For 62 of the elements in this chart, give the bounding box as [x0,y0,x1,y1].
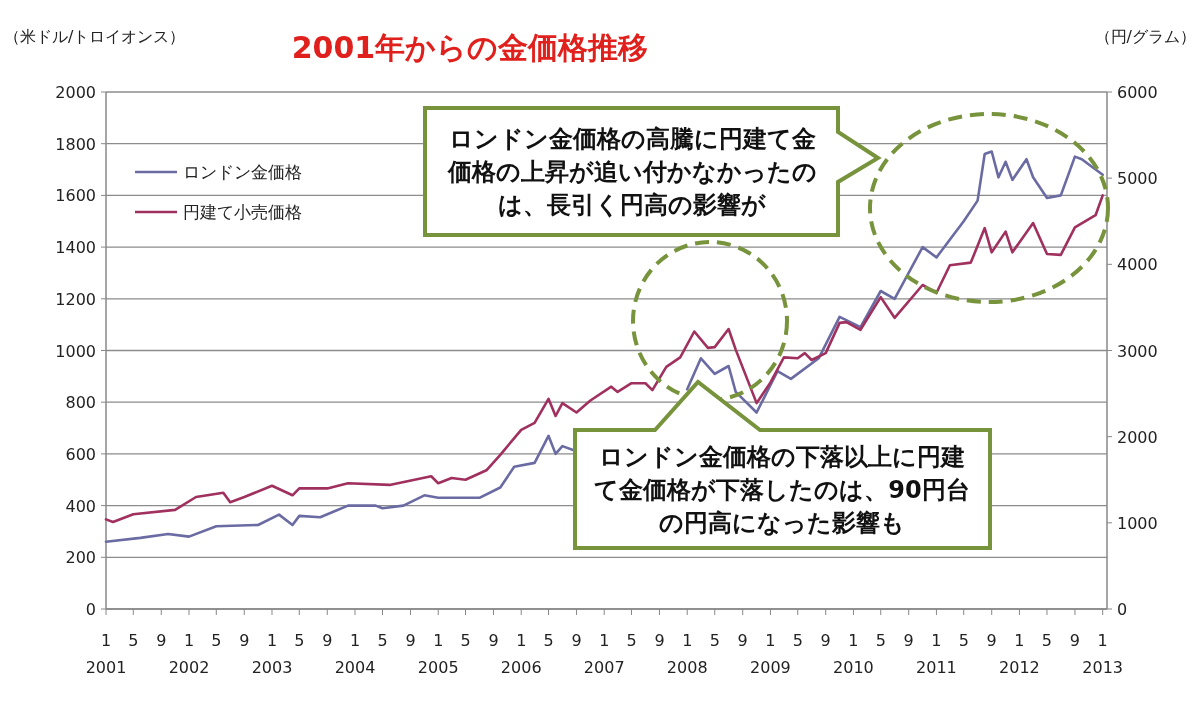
y2-tick-label: 6000 [1117,83,1158,102]
y-tick-label: 2000 [55,83,96,102]
x-tick-label: 5 [958,631,969,650]
y-tick-label: 0 [85,600,96,619]
x-tick-label: 5 [543,631,554,650]
x-tick-label: 9 [239,631,250,650]
y-axis-title: （米ドル/トロイオンス） [4,27,186,46]
y-tick-label: 1600 [55,186,96,206]
x-tick-label: 9 [156,631,167,650]
x-tick-label: 9 [571,631,582,650]
x-tick-label: 5 [626,631,637,650]
x-tick-label: 5 [1041,631,1053,650]
y2-axis-title: （円/グラム） [1094,27,1196,46]
x-tick-label: 1 2009 [750,631,791,677]
x-tick-label: 9 [405,631,416,650]
x-tick-label: 1 2003 [251,631,293,677]
x-tick-label: 9 [488,631,499,650]
x-tick-label: 1 2002 [168,631,210,677]
x-tick-label: 1 2008 [666,631,708,677]
y-tick-label: 200 [65,548,96,568]
x-tick-label: 9 [737,631,748,650]
x-tick-label: 9 [986,631,997,650]
y-tick-label: 1800 [55,134,96,154]
x-tick-label: 1 2006 [500,631,542,677]
x-tick-label: 5 [460,631,471,650]
y-tick-label: 1400 [55,238,96,258]
y2-tick-label: 1000 [1117,513,1158,533]
x-tick-label: 1 2004 [334,631,376,677]
x-tick-label: 9 [820,631,831,650]
y-tick-label: 1200 [55,289,96,309]
chart-title: 2001年からの金価格推移 [291,30,649,65]
x-tick-label: 9 [903,631,914,650]
x-tick-label: 9 [322,631,333,650]
x-tick-label: 5 [709,631,720,650]
y2-tick-label: 0 [1117,600,1128,619]
x-tick-label: 1 2007 [583,631,625,677]
x-tick-label: 5 [377,631,388,650]
legend-label: 円建て小売価格 [183,202,302,222]
y-tick-label: 800 [65,393,96,413]
y-tick-label: 400 [65,496,96,516]
legend-label: ロンドン金価格 [183,162,302,182]
x-tick-label: 1 2001 [85,631,127,677]
annotation: ロンドン金価格の高騰に円建て金価格の上昇が追い付かなかったのは、長引く円高の影響が [446,125,817,220]
x-tick-label: 1 2013 [1082,631,1124,677]
x-tick-label: 9 [654,631,665,650]
x-tick-label: 5 [875,631,886,650]
y2-tick-label: 2000 [1117,427,1158,447]
x-tick-label: 1 2012 [999,631,1040,677]
x-tick-label: 1 2005 [417,631,459,677]
y-tick-label: 600 [65,444,96,464]
y2-tick-label: 5000 [1117,169,1158,189]
x-tick-label: 5 [294,631,305,650]
x-tick-label: 1 2011 [916,631,957,677]
x-tick-label: 1 2010 [833,631,874,677]
y-tick-label: 1000 [55,341,96,361]
x-tick-label: 5 [211,631,222,650]
x-tick-label: 9 [1069,631,1081,650]
y2-tick-label: 3000 [1117,341,1158,361]
y2-tick-label: 4000 [1117,255,1158,275]
x-tick-label: 5 [128,631,139,650]
x-tick-label: 5 [792,631,803,650]
annotation: ロンドン金価格の下落以上に円建て金価格が下落したのは、90円台の円高になった影響も [594,442,970,537]
